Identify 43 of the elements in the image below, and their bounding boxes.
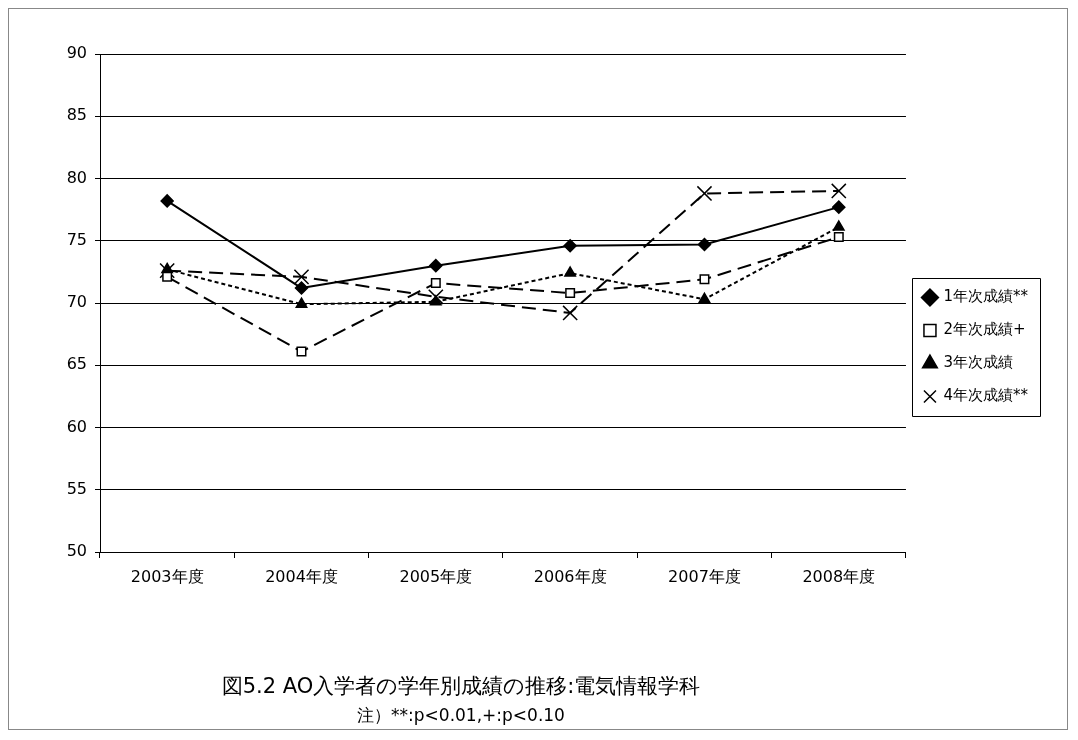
point	[833, 232, 844, 243]
y-tick-label: 60	[66, 416, 87, 436]
point	[159, 262, 175, 279]
point	[565, 288, 576, 299]
x-tick-label: 2003年度	[130, 566, 204, 586]
point	[563, 238, 577, 253]
y-tick-label: 90	[66, 43, 87, 63]
y-tick-label: 55	[66, 478, 87, 498]
point	[293, 269, 310, 285]
point	[429, 295, 442, 306]
text: 注）**:p<0.01,+:p<0.10	[356, 704, 566, 727]
point	[698, 292, 711, 304]
legend-label: 4年次成績**	[943, 386, 1029, 405]
point	[429, 258, 443, 273]
legend-label: 2年次成績+	[943, 320, 1026, 339]
y-tick-label: 80	[66, 167, 87, 187]
point	[427, 288, 444, 305]
point	[430, 278, 441, 289]
point	[295, 297, 308, 308]
x-tick-label: 2006年度	[533, 566, 607, 586]
y-tick-label: 65	[66, 354, 87, 374]
y-tick-label: 50	[66, 541, 87, 561]
x-tick-label: 2005年度	[399, 566, 473, 586]
x-tick-label: 2007年度	[668, 566, 741, 586]
legend-label: 1年次成績**	[943, 287, 1029, 306]
point	[832, 200, 846, 214]
text: 図5.2 AO入学者の学年別成績の推移:電気情報学科	[220, 673, 702, 700]
point	[696, 185, 713, 202]
legend-label: 3年次成績	[943, 353, 1013, 372]
point	[832, 220, 845, 231]
x-tick-label: 2004年度	[265, 566, 338, 586]
point	[697, 237, 712, 252]
point	[699, 274, 710, 285]
point	[562, 305, 578, 321]
point	[830, 183, 847, 199]
point	[296, 346, 307, 357]
point	[160, 194, 174, 208]
y-tick-label: 75	[66, 229, 87, 249]
point	[564, 266, 577, 277]
x-tick-label: 2008年度	[802, 566, 876, 586]
y-tick-label: 85	[66, 105, 87, 125]
point	[294, 281, 309, 295]
y-tick-label: 70	[66, 292, 87, 312]
